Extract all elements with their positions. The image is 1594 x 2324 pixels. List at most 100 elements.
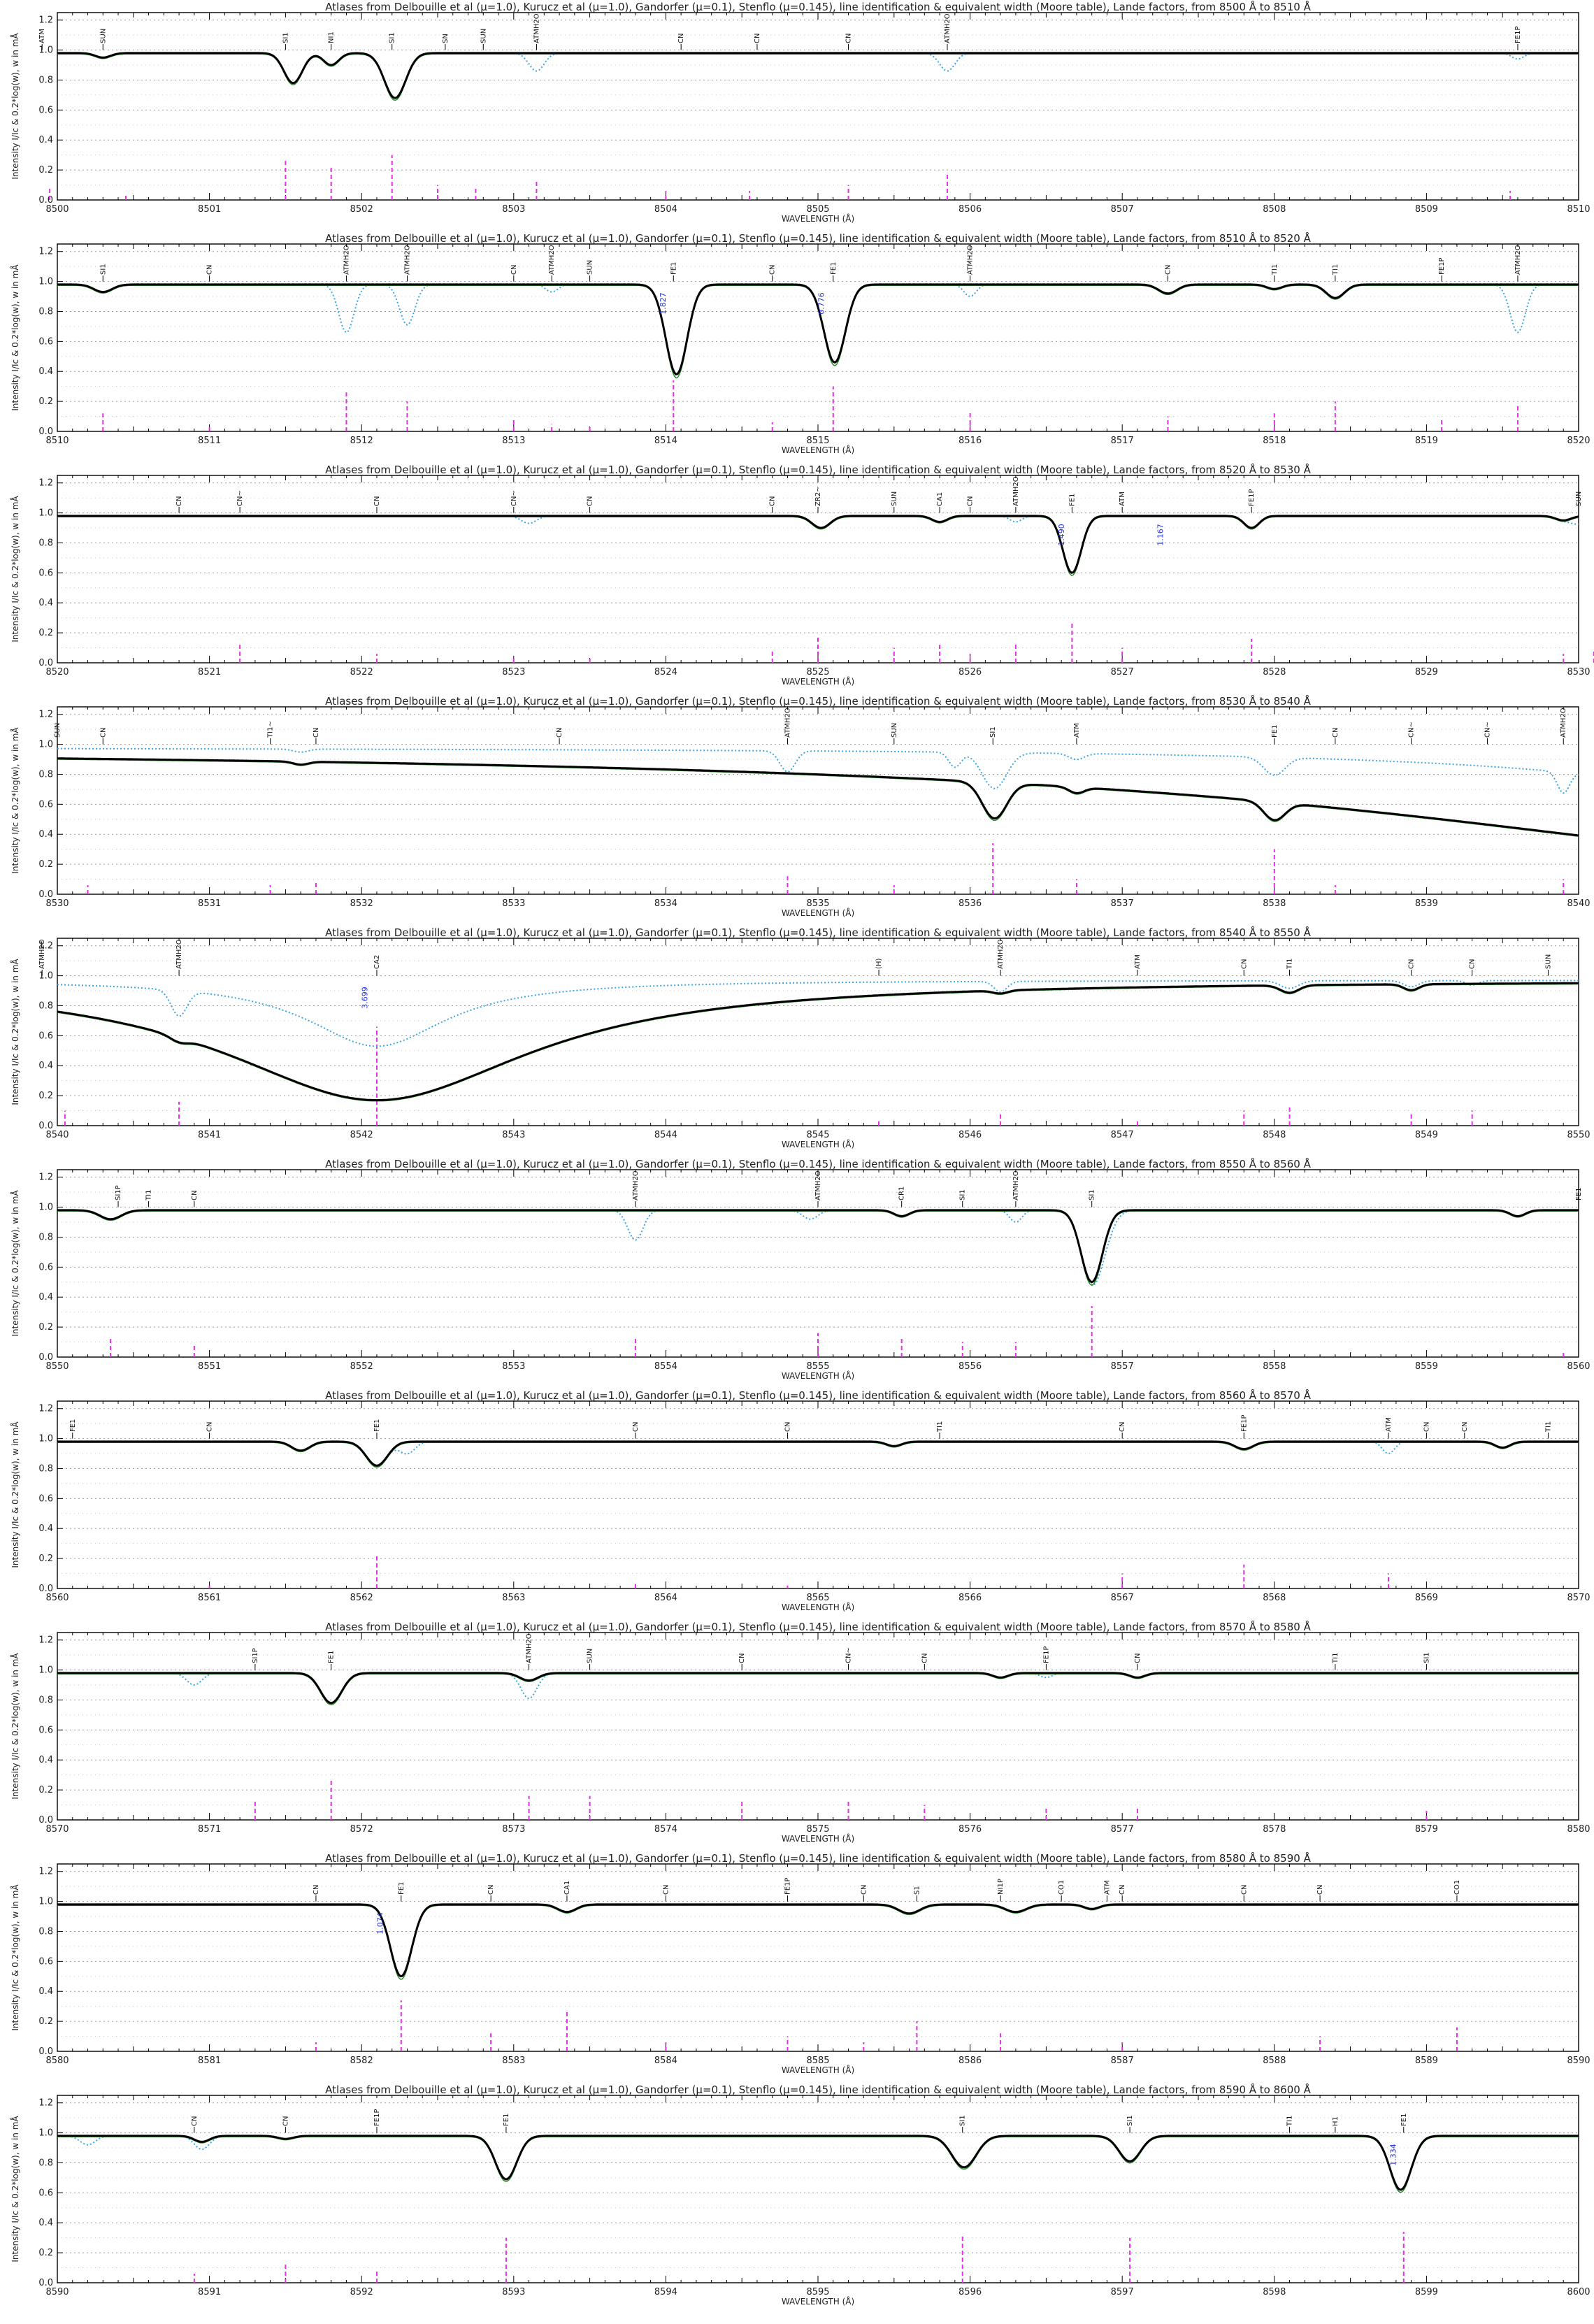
panel-8560: Atlases from Delbouille et al (μ=1.0), K… [10, 1389, 1591, 1612]
line-id-label: SI1 [989, 726, 997, 738]
x-tick-label: 8568 [1263, 1593, 1286, 1603]
line-id-label: SI1 [1126, 2115, 1134, 2126]
line-id-label: ATM [1073, 723, 1081, 738]
x-tick-label: 8550 [1567, 1130, 1590, 1140]
x-tick-label: 8531 [198, 898, 221, 909]
y-tick-label: 0.0 [38, 1815, 53, 1826]
panel-8570: Atlases from Delbouille et al (μ=1.0), K… [10, 1620, 1591, 1844]
y-tick-label: 0.0 [38, 1352, 53, 1363]
line-id-label: CN [754, 33, 761, 43]
x-axis-label: WAVELENGTH (Å) [782, 213, 854, 224]
line-id-label: SI1 [959, 1189, 967, 1200]
x-tick-label: 8556 [958, 1361, 982, 1372]
line-id-label: CN [1316, 1884, 1324, 1894]
line-id-label: CN~ [510, 490, 518, 506]
y-axis-label: Intensity I/Ic & 0.2*log(w), w in mÅ [10, 1421, 20, 1568]
kurucz-series-line [57, 53, 1579, 101]
x-tick-label: 8536 [958, 898, 982, 909]
y-tick-label: 1.2 [38, 1404, 53, 1414]
y-tick-label: 0.0 [38, 658, 53, 668]
x-tick-label: 8501 [198, 204, 221, 215]
line-id-label: FE1P [1438, 257, 1446, 274]
line-id-label: CN [206, 264, 214, 274]
line-id-label: CN [373, 496, 381, 505]
y-tick-label: 0.4 [38, 2218, 53, 2228]
line-id-label: CN [738, 1653, 746, 1663]
line-id-label: TI1 [1271, 264, 1279, 275]
line-id-label: SUN [54, 723, 62, 738]
y-tick-label: 0.0 [38, 1584, 53, 1594]
line-id-label: ATMH2O [38, 939, 46, 969]
line-id-label: CN [191, 2116, 199, 2125]
line-id-label: FE1 [1575, 1188, 1583, 1200]
line-id-label: FE1P [1248, 489, 1256, 505]
line-id-label: SI1 [282, 32, 289, 43]
line-id-label: CN [282, 2116, 289, 2125]
y-tick-label: 0.4 [38, 1061, 53, 1071]
line-id-label: SI1P [252, 1648, 259, 1663]
line-id-label: CN [487, 1884, 495, 1894]
x-tick-label: 8529 [1415, 667, 1438, 677]
line-id-label: TI1 [1286, 959, 1294, 970]
x-axis-label: WAVELENGTH (Å) [782, 445, 854, 455]
line-id-label: CN [921, 1653, 928, 1663]
x-tick-label: 8540 [1567, 898, 1590, 909]
line-id-label: CN [99, 727, 107, 737]
y-tick-label: 1.2 [38, 710, 53, 720]
x-tick-label: 8530 [1567, 667, 1590, 677]
equivalent-width-label: 1.074 [375, 1912, 385, 1935]
line-id-label: FE1P [1514, 26, 1522, 43]
line-id-label: CN [191, 1190, 199, 1200]
x-tick-label: 8553 [502, 1361, 525, 1372]
line-id-label: TI1~ [267, 721, 275, 738]
panel-8520: Atlases from Delbouille et al (μ=1.0), K… [10, 463, 1594, 687]
x-tick-label: 8573 [502, 1824, 525, 1835]
y-tick-label: 0.2 [38, 628, 53, 638]
delbouille-series-line [57, 1209, 1579, 1284]
line-id-label: TI1 [936, 1421, 944, 1433]
panel-title: Atlases from Delbouille et al (μ=1.0), K… [325, 694, 1311, 708]
line-id-label: ATM [1103, 1880, 1111, 1895]
gandorfer-series-line [57, 515, 1579, 574]
x-tick-label: 8600 [1567, 2287, 1590, 2297]
y-axis-label: Intensity I/Ic & 0.2*log(w), w in mÅ [10, 1884, 20, 2031]
line-id-label: CN [677, 33, 685, 43]
x-tick-label: 8506 [958, 204, 982, 215]
kurucz-series-line [57, 1210, 1579, 1286]
y-tick-label: 0.2 [38, 165, 53, 175]
line-id-label: ATM [1385, 1417, 1393, 1432]
x-tick-label: 8543 [502, 1130, 525, 1140]
line-id-label: FE1 [373, 1419, 381, 1432]
x-tick-label: 8575 [806, 1824, 829, 1835]
y-tick-label: 1.0 [38, 1203, 53, 1213]
line-id-label: (H) [875, 959, 883, 969]
x-tick-label: 8512 [350, 436, 373, 446]
line-id-label: CN~ [845, 1647, 853, 1663]
line-id-label: SI1 [389, 32, 396, 43]
x-tick-label: 8567 [1111, 1593, 1134, 1603]
line-id-label: FE1 [1271, 725, 1279, 738]
x-tick-label: 8523 [502, 667, 525, 677]
x-tick-label: 8595 [806, 2287, 829, 2297]
y-tick-label: 0.8 [38, 1695, 53, 1705]
x-tick-label: 8521 [198, 667, 221, 677]
y-tick-label: 0.2 [38, 2016, 53, 2027]
x-tick-label: 8565 [806, 1593, 829, 1603]
x-tick-label: 8541 [198, 1130, 221, 1140]
line-id-label: CR1 [898, 1186, 906, 1200]
line-id-label: CN [1461, 1421, 1469, 1431]
x-tick-label: 8570 [45, 1824, 69, 1835]
x-tick-label: 8538 [1263, 898, 1286, 909]
equivalent-width-label: 1.334 [1389, 2144, 1398, 2166]
y-tick-label: 0.2 [38, 396, 53, 407]
x-tick-label: 8569 [1415, 1593, 1438, 1603]
line-id-label: FE1 [830, 262, 838, 275]
line-id-label: CN [510, 264, 518, 274]
y-tick-label: 0.4 [38, 1986, 53, 1997]
line-id-label: ATMH2O [548, 245, 556, 275]
x-tick-label: 8593 [502, 2287, 525, 2297]
y-tick-label: 1.0 [38, 1434, 53, 1444]
x-tick-label: 8557 [1111, 1361, 1134, 1372]
line-id-label: SUN [891, 723, 898, 738]
y-tick-label: 1.2 [38, 478, 53, 489]
